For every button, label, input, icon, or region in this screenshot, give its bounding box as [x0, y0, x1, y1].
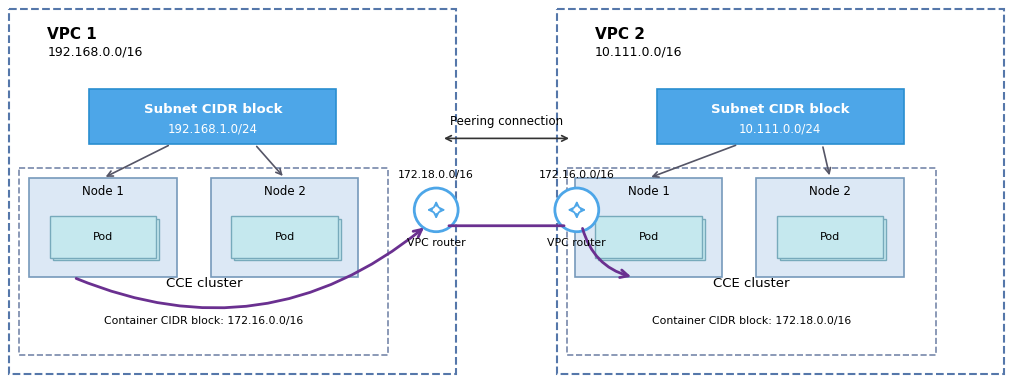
Text: Pod: Pod	[638, 232, 658, 242]
Text: Node 2: Node 2	[263, 185, 306, 198]
Bar	[50, 216, 156, 257]
Bar	[780, 219, 886, 260]
Text: 172.18.0.0/16: 172.18.0.0/16	[398, 170, 474, 180]
Text: Subnet CIDR block: Subnet CIDR block	[144, 103, 282, 116]
Text: Node 1: Node 1	[82, 185, 124, 198]
Text: Container CIDR block: 172.18.0.0/16: Container CIDR block: 172.18.0.0/16	[651, 316, 851, 326]
Bar	[656, 89, 904, 144]
Text: Pod: Pod	[93, 232, 113, 242]
Text: Node 2: Node 2	[809, 185, 851, 198]
Bar	[53, 219, 159, 260]
Text: 10.111.0.0/16: 10.111.0.0/16	[595, 45, 683, 58]
Bar	[557, 9, 1004, 374]
Bar	[596, 216, 702, 257]
Bar	[89, 89, 336, 144]
Bar	[29, 178, 177, 277]
Text: Pod: Pod	[820, 232, 840, 242]
Text: Node 1: Node 1	[628, 185, 670, 198]
Bar	[19, 168, 388, 355]
Circle shape	[414, 188, 458, 232]
Bar	[777, 216, 883, 257]
Bar	[211, 178, 359, 277]
Text: Pod: Pod	[275, 232, 295, 242]
Text: Subnet CIDR block: Subnet CIDR block	[711, 103, 850, 116]
Text: CCE cluster: CCE cluster	[165, 277, 242, 290]
Text: VPC 2: VPC 2	[595, 27, 644, 42]
Text: Container CIDR block: 172.16.0.0/16: Container CIDR block: 172.16.0.0/16	[104, 316, 304, 326]
Bar	[599, 219, 705, 260]
FancyArrowPatch shape	[582, 228, 628, 278]
Text: 10.111.0.0/24: 10.111.0.0/24	[739, 122, 822, 135]
Text: 192.168.1.0/24: 192.168.1.0/24	[168, 122, 257, 135]
Bar	[757, 178, 904, 277]
Text: CCE cluster: CCE cluster	[713, 277, 789, 290]
Circle shape	[555, 188, 599, 232]
Bar	[567, 168, 936, 355]
Text: 172.16.0.0/16: 172.16.0.0/16	[539, 170, 615, 180]
Bar	[574, 178, 722, 277]
Bar	[9, 9, 456, 374]
Bar	[232, 216, 337, 257]
Text: VPC 1: VPC 1	[48, 27, 97, 42]
Text: VPC router: VPC router	[407, 238, 466, 248]
FancyArrowPatch shape	[76, 229, 421, 308]
Text: 192.168.0.0/16: 192.168.0.0/16	[48, 45, 143, 58]
Bar	[234, 219, 340, 260]
Text: Peering connection: Peering connection	[450, 115, 563, 128]
Text: VPC router: VPC router	[547, 238, 606, 248]
